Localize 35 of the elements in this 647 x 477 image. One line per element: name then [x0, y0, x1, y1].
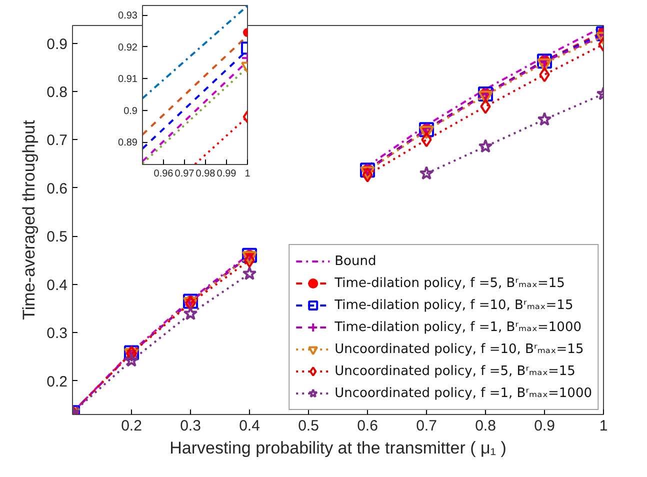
y-tick-label: 0.7: [46, 132, 68, 150]
legend-label: Time-dilation policy, f =10, Bʳₘₐₓ=15: [334, 298, 574, 312]
x-tick-label: 0.7: [416, 418, 437, 434]
legend-label: Bound: [334, 254, 376, 268]
legend-label: Uncoordinated policy, f =5, Bʳₘₐₓ=15: [334, 364, 576, 378]
y-tick-label: 0.2: [46, 373, 68, 390]
y-tick-label: 0.8: [46, 84, 68, 102]
x-tick-label: 1: [599, 418, 608, 434]
y-tick-label: 0.93: [118, 10, 138, 22]
x-tick-label: 0.6: [357, 418, 378, 434]
x-tick-label: 0.98: [196, 168, 216, 180]
y-tick-label: 0.92: [118, 42, 138, 54]
x-tick-label: 0.3: [180, 418, 201, 434]
x-tick-label: 0.9: [534, 418, 555, 434]
legend-label: Time-dilation policy, f =5, Bʳₘₐₓ=15: [334, 276, 565, 290]
legend-label: Uncoordinated policy, f =10, Bʳₘₐₓ=15: [334, 342, 584, 356]
x-tick-label: 0.8: [475, 418, 496, 434]
legend-label: Time-dilation policy, f =1, Bʳₘₐₓ=1000: [334, 320, 582, 334]
x-tick-label: 0.97: [174, 168, 195, 180]
x-tick-label: 0.99: [216, 168, 237, 180]
y-tick-label: 0.4: [46, 276, 68, 294]
y-tick-label: 0.5: [46, 228, 68, 246]
x-tick-label: 0.4: [239, 418, 260, 434]
y-tick-label: 0.6: [46, 180, 68, 198]
x-tick-label: 0.5: [298, 418, 319, 434]
y-tick-label: 0.9: [46, 36, 68, 53]
x-tick-label: 1: [244, 168, 251, 180]
x-axis-title: Harvesting probability at the transmitter ( μ₁ ): [170, 438, 506, 458]
y-tick-label: 0.9: [124, 106, 138, 117]
y-tick-label: 0.91: [118, 74, 138, 86]
x-tick-label: 0.96: [154, 168, 174, 180]
y-tick-label: 0.89: [118, 138, 138, 149]
y-axis-title: Time-averaged throughput: [20, 120, 39, 320]
legend-label: Uncoordinated policy, f =1, Bʳₘₐₓ=1000: [334, 386, 592, 400]
y-tick-label: 0.3: [46, 325, 68, 342]
